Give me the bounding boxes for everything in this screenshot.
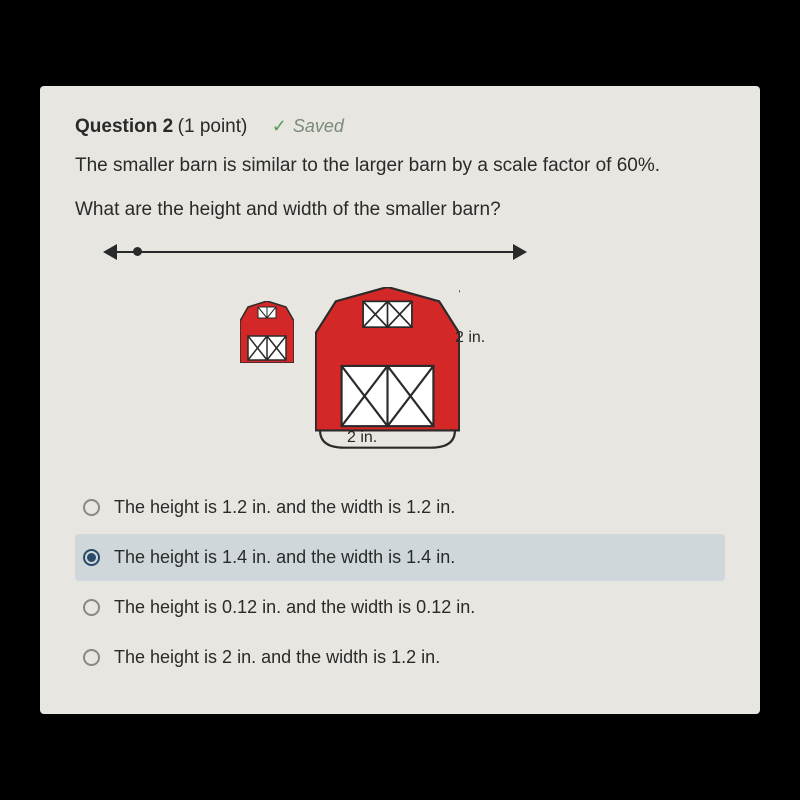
width-label: 2 in.: [347, 429, 377, 447]
barn-small-icon: [240, 301, 294, 363]
vanishing-point: [133, 247, 142, 256]
option-text: The height is 2 in. and the width is 1.2…: [114, 647, 440, 668]
barn-large-icon: [315, 287, 460, 452]
diagram-container: 2 in. 2 in.: [85, 239, 725, 459]
saved-indicator: ✓ Saved: [272, 116, 344, 137]
answer-option-a[interactable]: The height is 1.2 in. and the width is 1…: [75, 484, 725, 531]
question-text: The smaller barn is similar to the large…: [75, 152, 725, 181]
answer-option-b[interactable]: The height is 1.4 in. and the width is 1…: [75, 534, 725, 581]
answer-option-c[interactable]: The height is 0.12 in. and the width is …: [75, 584, 725, 631]
option-text: The height is 1.2 in. and the width is 1…: [114, 497, 455, 518]
radio-button[interactable]: [83, 549, 100, 566]
check-icon: ✓: [272, 116, 287, 137]
saved-label: Saved: [293, 116, 344, 137]
question-header: Question 2 (1 point) ✓ Saved: [75, 116, 725, 138]
question-number: Question 2: [75, 116, 173, 137]
perspective-arrow: [105, 251, 525, 253]
radio-button[interactable]: [83, 649, 100, 666]
answer-option-d[interactable]: The height is 2 in. and the width is 1.2…: [75, 634, 725, 681]
question-points: (1 point): [178, 116, 248, 137]
option-text: The height is 0.12 in. and the width is …: [114, 597, 475, 618]
option-text: The height is 1.4 in. and the width is 1…: [114, 547, 455, 568]
quiz-container: Question 2 (1 point) ✓ Saved The smaller…: [40, 86, 760, 714]
radio-button[interactable]: [83, 599, 100, 616]
height-label: 2 in.: [455, 329, 485, 347]
sub-question: What are the height and width of the sma…: [75, 199, 725, 221]
radio-button[interactable]: [83, 499, 100, 516]
